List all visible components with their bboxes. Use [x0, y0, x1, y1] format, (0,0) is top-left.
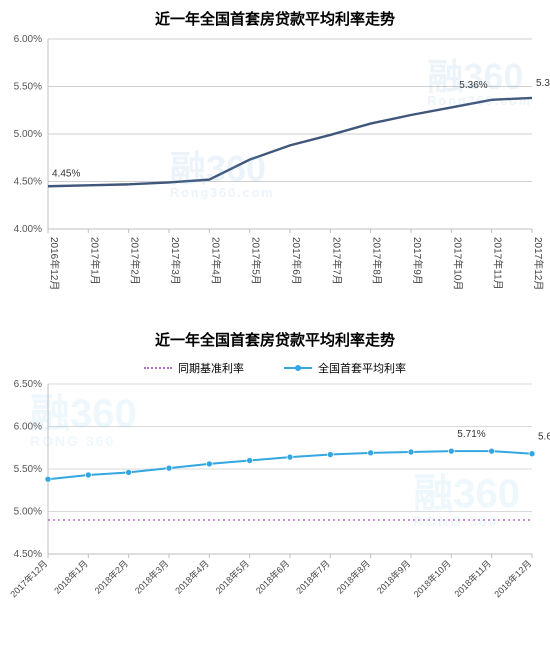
legend-label-benchmark: 同期基准利率 [178, 360, 244, 376]
svg-text:2017年2月: 2017年2月 [129, 237, 142, 285]
svg-text:2017年12月: 2017年12月 [532, 237, 545, 290]
svg-text:6.00%: 6.00% [14, 34, 42, 45]
svg-text:2018年3月: 2018年3月 [132, 558, 170, 596]
svg-text:2018年1月: 2018年1月 [52, 558, 90, 596]
svg-text:2018年4月: 2018年4月 [173, 558, 211, 596]
svg-text:5.71%: 5.71% [457, 429, 485, 440]
svg-text:2017年1月: 2017年1月 [88, 237, 101, 285]
svg-text:5.68%: 5.68% [538, 432, 550, 443]
svg-text:2017年8月: 2017年8月 [371, 237, 384, 285]
svg-text:4.50%: 4.50% [14, 177, 42, 188]
svg-text:2017年7月: 2017年7月 [330, 237, 343, 285]
svg-text:2016年12月: 2016年12月 [48, 237, 61, 290]
svg-text:2018年5月: 2018年5月 [213, 558, 251, 596]
legend-item-avgrate: 全国首套平均利率 [284, 360, 406, 376]
svg-text:2018年9月: 2018年9月 [374, 558, 412, 596]
svg-text:5.00%: 5.00% [14, 507, 42, 518]
chart2-svg: 4.50% 5.00% 5.50% 6.00% 6.50% 2017年12月2018年1月… [0, 378, 550, 648]
svg-text:2017年10月: 2017年10月 [451, 237, 464, 290]
svg-text:2018年10月: 2018年10月 [411, 558, 453, 600]
chart2-container: 近一年全国首套房贷款平均利率走势 同期基准利率 全国首套平均利率 4.50% 5.… [0, 321, 550, 642]
svg-text:4.45%: 4.45% [52, 168, 80, 179]
svg-text:2018年6月: 2018年6月 [253, 558, 291, 596]
svg-text:5.38%: 5.38% [536, 78, 550, 89]
chart2-title: 近一年全国首套房贷款平均利率走势 [0, 321, 550, 354]
chart2-legend: 同期基准利率 全国首套平均利率 [0, 354, 550, 378]
legend-item-benchmark: 同期基准利率 [144, 360, 244, 376]
svg-text:2018年8月: 2018年8月 [334, 558, 372, 596]
svg-text:2018年2月: 2018年2月 [92, 558, 130, 596]
svg-text:6.50%: 6.50% [14, 379, 42, 390]
svg-text:6.00%: 6.00% [14, 422, 42, 433]
legend-label-avgrate: 全国首套平均利率 [318, 360, 406, 376]
svg-text:2017年12月: 2017年12月 [8, 558, 50, 600]
svg-text:2018年12月: 2018年12月 [492, 558, 534, 600]
svg-text:2017年11月: 2017年11月 [492, 237, 505, 290]
legend-swatch-line [284, 367, 312, 369]
chart1-svg: 4.00% 4.50% 5.00% 5.50% 6.00% 2016年12月 2017年1月… [0, 33, 550, 323]
legend-swatch-dotted [144, 367, 172, 369]
svg-text:5.50%: 5.50% [14, 464, 42, 475]
svg-text:4.00%: 4.00% [14, 224, 42, 235]
svg-text:5.36%: 5.36% [459, 80, 487, 91]
svg-text:2018年7月: 2018年7月 [294, 558, 332, 596]
svg-text:2018年11月: 2018年11月 [452, 558, 493, 599]
svg-text:2017年4月: 2017年4月 [209, 237, 222, 285]
chart1-title: 近一年全国首套房贷款平均利率走势 [0, 0, 550, 33]
svg-text:5.50%: 5.50% [14, 82, 42, 93]
svg-text:2017年3月: 2017年3月 [169, 237, 182, 285]
svg-text:2017年6月: 2017年6月 [290, 237, 303, 285]
svg-text:4.50%: 4.50% [14, 549, 42, 560]
svg-text:2017年5月: 2017年5月 [250, 237, 263, 285]
svg-text:5.00%: 5.00% [14, 129, 42, 140]
svg-text:2017年9月: 2017年9月 [411, 237, 424, 285]
chart1-container: 近一年全国首套房贷款平均利率走势 4.00% 4.50% 5.00% 5.50% 6.0… [0, 0, 550, 321]
